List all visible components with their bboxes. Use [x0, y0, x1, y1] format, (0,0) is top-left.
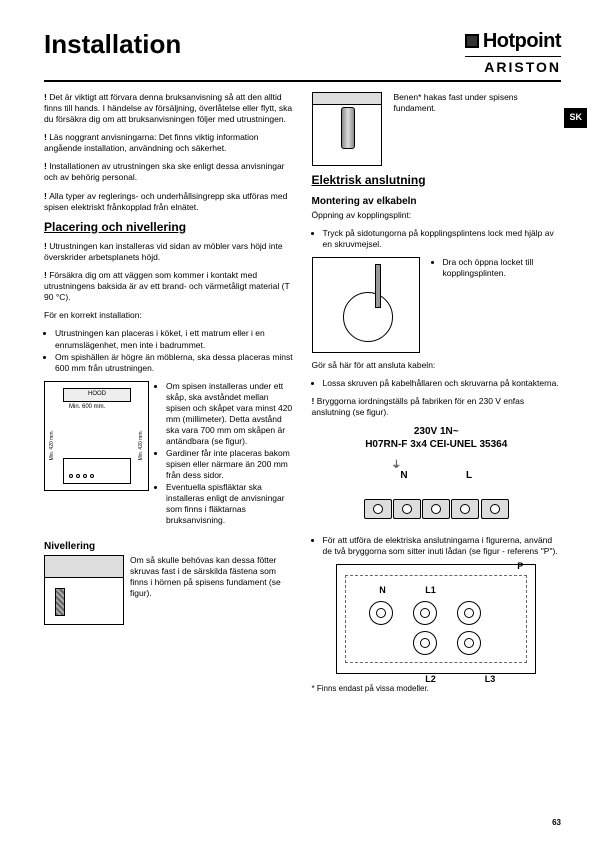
warning-p6: Försäkra dig om att väggen som kommer i …: [44, 270, 294, 303]
brand-square-icon: [465, 34, 479, 48]
label-n: N: [400, 469, 407, 482]
warning-p3: Installationen av utrustningen ska ske e…: [44, 161, 294, 183]
right-column: Benen* hakas fast under spisens fundamen…: [312, 92, 562, 701]
hood-figure-row: HOOD Min. 600 mm. Min. 420 mm. Min. 420 …: [44, 381, 294, 534]
content-columns: Det är viktigt att förvara denna bruksan…: [44, 92, 561, 701]
hood-dim-label: Min. 600 mm.: [69, 404, 105, 412]
label-L2: L2: [425, 674, 436, 686]
warning-p1: Det är viktigt att förvara denna bruksan…: [44, 92, 294, 125]
opening-text: Öppning av kopplingsplint:: [312, 210, 562, 221]
hood-stove: [63, 458, 131, 484]
nivel-text: Om så skulle behövas kan dessa fötter sk…: [130, 555, 294, 599]
label-P: P: [517, 561, 523, 573]
sub-montering: Montering av elkabeln: [312, 195, 562, 208]
elek-b1: Tryck på sidotungorna på kopplingsplinte…: [323, 228, 562, 250]
section-nivellering: Nivellering: [44, 540, 294, 553]
factory-bridge: Bryggorna iordningställs på fabriken för…: [312, 396, 562, 418]
hood-text: Om spisen installeras under ett skåp, sk…: [155, 381, 294, 534]
footnote: * Finns endast på vissa modeller.: [312, 684, 562, 694]
benen-top: [313, 93, 381, 105]
brand-ariston: ARISTON: [465, 58, 561, 76]
wiring-figure-small: ⏚ N L: [351, 455, 521, 527]
bullet-3: Om spisen installeras under ett skåp, sk…: [166, 381, 294, 447]
terminal-row: [363, 499, 509, 519]
terminal-3: [422, 499, 450, 519]
benen-text: Benen* hakas fast under spisens fundamen…: [394, 92, 562, 114]
terminal-2: [393, 499, 421, 519]
hood-knobs: [69, 474, 94, 478]
warning-p5: Utrustningen kan installeras vid sidan a…: [44, 241, 294, 263]
elek-bullets-3: Lossa skruven på kabelhållaren och skruv…: [312, 378, 562, 389]
benen-row: Benen* hakas fast under spisens fundamen…: [312, 92, 562, 166]
benen-figure: [312, 92, 382, 166]
hood-dim-right: Min. 420 mm.: [138, 430, 145, 460]
terminal-4: [451, 499, 479, 519]
language-tab: SK: [564, 108, 587, 128]
nivel-row: Om så skulle behövas kan dessa fötter sk…: [44, 555, 294, 625]
bullet-1: Utrustningen kan placeras i köket, i ett…: [55, 328, 294, 350]
intro-installation: För en korrekt installation:: [44, 310, 294, 321]
terminal-5: [481, 499, 509, 519]
fig-p-bullet: För att utföra de elektriska anslutninga…: [312, 535, 562, 557]
benen-cylinder: [341, 107, 355, 149]
nivel-floor: [45, 556, 123, 578]
brand-top-text: Hotpoint: [483, 28, 561, 54]
bullet-5: Eventuella spisfläktar ska installeras e…: [166, 482, 294, 526]
nivel-figure: [44, 555, 124, 625]
hood-dim-left: Min. 420 mm.: [49, 430, 56, 460]
hood-figure: HOOD Min. 600 mm. Min. 420 mm. Min. 420 …: [44, 381, 149, 491]
elek-fig-row: Dra och öppna locket till kopplingsplint…: [312, 257, 562, 353]
wiring-labels: N L: [371, 469, 501, 482]
fig-p-text: För att utföra de elektriska anslutninga…: [323, 535, 562, 557]
label-N: N: [379, 585, 386, 597]
elek-figure: [312, 257, 420, 353]
elek-bullets-2: Dra och öppna locket till kopplingsplint…: [432, 257, 562, 280]
brand-block: Hotpoint ARISTON: [465, 28, 561, 76]
elek-bullets-1: Tryck på sidotungorna på kopplingsplinte…: [312, 228, 562, 250]
section-placering: Placering och nivellering: [44, 220, 294, 236]
wiring-title-2: H07RN-F 3x4 CEI-UNEL 35364: [312, 438, 562, 451]
label-l: L: [466, 469, 472, 482]
elek-circle: [343, 292, 393, 342]
brand-divider: [465, 56, 561, 57]
nivel-leg: [55, 588, 65, 616]
wiring-figure-large: N L1 P L2 L3: [336, 564, 536, 674]
warning-p2: Läs noggrant anvisningarna: Det finns vi…: [44, 132, 294, 154]
install-bullets: Utrustningen kan placeras i köket, i ett…: [44, 328, 294, 373]
connect-intro: Gör så här för att ansluta kabeln:: [312, 360, 562, 371]
bullet-4: Gardiner får inte placeras bakom spisen …: [166, 448, 294, 481]
left-column: Det är viktigt att förvara denna bruksan…: [44, 92, 294, 701]
page-header: Installation Hotpoint ARISTON: [44, 28, 561, 82]
elek-b3: Lossa skruven på kabelhållaren och skruv…: [323, 378, 562, 389]
bullet-2: Om spishällen är högre än möblerna, ska …: [55, 352, 294, 374]
section-elektrisk: Elektrisk anslutning: [312, 173, 562, 189]
warning-p4: Alla typer av reglerings- och underhålls…: [44, 191, 294, 213]
page-number: 63: [552, 818, 561, 828]
label-L1: L1: [425, 585, 436, 597]
brand-hotpoint: Hotpoint: [465, 28, 561, 54]
page-title: Installation: [44, 28, 181, 62]
screwdriver-icon: [375, 264, 381, 308]
hood-box: HOOD: [63, 388, 131, 402]
terminal-1: [364, 499, 392, 519]
wiring-title-1: 230V 1N~: [312, 425, 562, 438]
label-L3: L3: [485, 674, 496, 686]
elek-b2: Dra och öppna locket till kopplingsplint…: [443, 257, 562, 279]
